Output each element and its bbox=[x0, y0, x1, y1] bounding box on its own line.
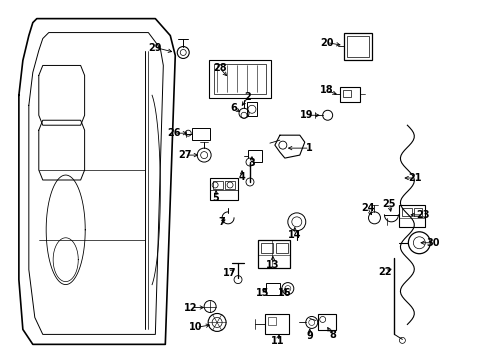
Text: 16: 16 bbox=[278, 288, 291, 298]
Text: 17: 17 bbox=[223, 267, 236, 278]
Bar bbox=[210, 178, 238, 200]
Text: 20: 20 bbox=[319, 37, 333, 48]
Bar bbox=[267, 318, 275, 325]
Text: 22: 22 bbox=[378, 267, 391, 276]
Text: 18: 18 bbox=[319, 85, 333, 95]
Circle shape bbox=[245, 158, 253, 166]
Bar bbox=[343, 32, 371, 60]
Text: 21: 21 bbox=[408, 173, 421, 183]
Text: 26: 26 bbox=[167, 128, 181, 138]
Text: 13: 13 bbox=[265, 260, 279, 270]
Bar bbox=[346, 36, 368, 58]
Bar bbox=[339, 87, 359, 102]
Text: 1: 1 bbox=[306, 143, 312, 153]
Bar bbox=[246, 102, 256, 116]
Text: 15: 15 bbox=[256, 288, 269, 298]
Text: 6: 6 bbox=[230, 103, 237, 113]
Bar bbox=[402, 208, 411, 216]
Text: 2: 2 bbox=[244, 92, 251, 102]
Text: 30: 30 bbox=[426, 238, 439, 248]
Text: 5: 5 bbox=[212, 193, 219, 203]
Bar bbox=[209, 60, 270, 98]
Text: 25: 25 bbox=[382, 199, 395, 209]
Text: 9: 9 bbox=[306, 332, 312, 341]
Bar bbox=[258, 240, 289, 268]
Bar bbox=[224, 181, 235, 189]
Text: 24: 24 bbox=[360, 203, 373, 213]
Bar bbox=[275, 243, 287, 253]
Bar bbox=[261, 243, 272, 253]
Bar bbox=[317, 315, 335, 330]
Text: 14: 14 bbox=[287, 230, 301, 240]
Text: 19: 19 bbox=[300, 110, 313, 120]
Text: 29: 29 bbox=[148, 42, 162, 53]
Bar bbox=[213, 181, 223, 189]
Bar bbox=[413, 208, 422, 216]
Text: 27: 27 bbox=[178, 150, 192, 160]
Bar bbox=[247, 150, 262, 162]
Bar bbox=[342, 90, 350, 97]
Text: 7: 7 bbox=[218, 217, 225, 227]
Bar bbox=[192, 128, 210, 140]
Text: 28: 28 bbox=[213, 63, 226, 73]
Bar bbox=[214, 64, 265, 94]
Text: 8: 8 bbox=[328, 330, 335, 341]
Bar bbox=[399, 205, 425, 227]
Text: 3: 3 bbox=[248, 158, 255, 168]
Text: 12: 12 bbox=[183, 302, 197, 312]
Circle shape bbox=[245, 178, 253, 186]
Text: 4: 4 bbox=[238, 172, 245, 182]
Text: 10: 10 bbox=[189, 323, 203, 332]
Text: 11: 11 bbox=[270, 336, 284, 346]
Bar bbox=[265, 283, 279, 294]
Bar bbox=[264, 315, 288, 334]
Text: 23: 23 bbox=[416, 210, 429, 220]
